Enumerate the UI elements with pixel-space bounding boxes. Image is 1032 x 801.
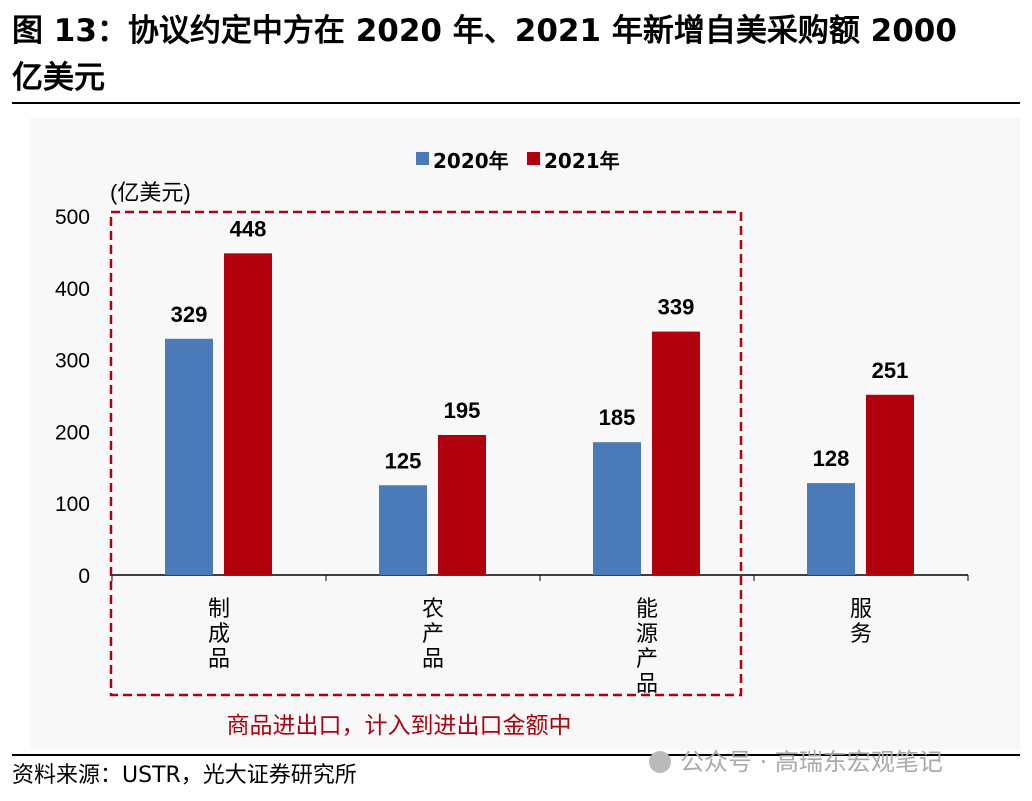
bar-2020年-服务	[807, 483, 855, 575]
x-tick-label: 农	[422, 597, 444, 622]
wechat-icon	[649, 751, 671, 773]
bar-2021年-能源产品	[652, 331, 700, 575]
y-tick-label: 200	[55, 421, 90, 444]
x-tick-label: 品	[422, 647, 444, 672]
chart-title-line1: 图 13：协议约定中方在 2020 年、2021 年新增自美采购额 2000	[12, 13, 957, 49]
annotation: 商品进出口，计入到进出口金额中	[227, 713, 572, 739]
data-label: 185	[599, 405, 636, 430]
bar-2020年-制成品	[165, 338, 213, 575]
x-tick-label: 成	[208, 622, 230, 647]
y-axis-label: (亿美元)	[110, 180, 191, 205]
bar-2020年-农产品	[379, 485, 427, 575]
data-label: 339	[658, 295, 695, 320]
x-tick-label: 源	[636, 622, 658, 647]
y-tick-label: 500	[55, 206, 90, 229]
x-tick-label: 品	[208, 647, 230, 672]
x-tick-label: 能	[636, 597, 658, 622]
legend-swatch	[416, 152, 429, 165]
x-tick-label: 产	[636, 647, 658, 672]
watermark: 公众号 · 高瑞东宏观笔记	[680, 748, 943, 776]
y-tick-label: 300	[55, 350, 90, 373]
x-tick-label: 品	[636, 672, 658, 697]
x-tick-label: 制	[208, 597, 230, 622]
source-note: 资料来源：USTR，光大证券研究所	[12, 763, 357, 788]
data-label: 329	[171, 302, 208, 327]
legend-label: 2021年	[544, 149, 620, 173]
x-tick-label: 产	[422, 622, 444, 647]
data-label: 448	[230, 216, 267, 241]
data-label: 251	[872, 358, 909, 383]
legend-label: 2020年	[433, 149, 509, 173]
data-label: 195	[444, 398, 481, 423]
bar-2021年-服务	[866, 394, 914, 575]
bar-2021年-农产品	[438, 434, 486, 575]
y-tick-label: 400	[55, 278, 90, 301]
chart-title-line2: 亿美元	[12, 60, 105, 96]
goods-highlight-box	[109, 210, 743, 697]
bar-2020年-能源产品	[593, 442, 641, 575]
data-label: 125	[385, 448, 422, 473]
data-label: 128	[813, 446, 850, 471]
x-tick-label: 服	[850, 597, 872, 622]
legend-swatch	[527, 152, 540, 165]
x-tick-label: 务	[850, 622, 872, 647]
y-tick-label: 0	[78, 565, 90, 588]
y-tick-label: 100	[55, 493, 90, 516]
bar-2021年-制成品	[224, 253, 272, 575]
